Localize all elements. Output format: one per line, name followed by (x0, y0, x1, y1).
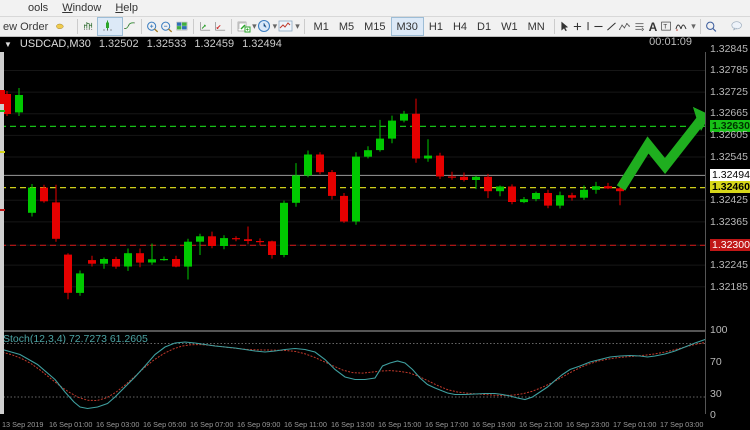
svg-text:T: T (664, 24, 668, 31)
